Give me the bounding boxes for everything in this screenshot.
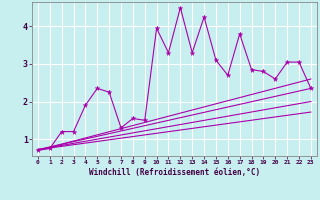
X-axis label: Windchill (Refroidissement éolien,°C): Windchill (Refroidissement éolien,°C) — [89, 168, 260, 177]
